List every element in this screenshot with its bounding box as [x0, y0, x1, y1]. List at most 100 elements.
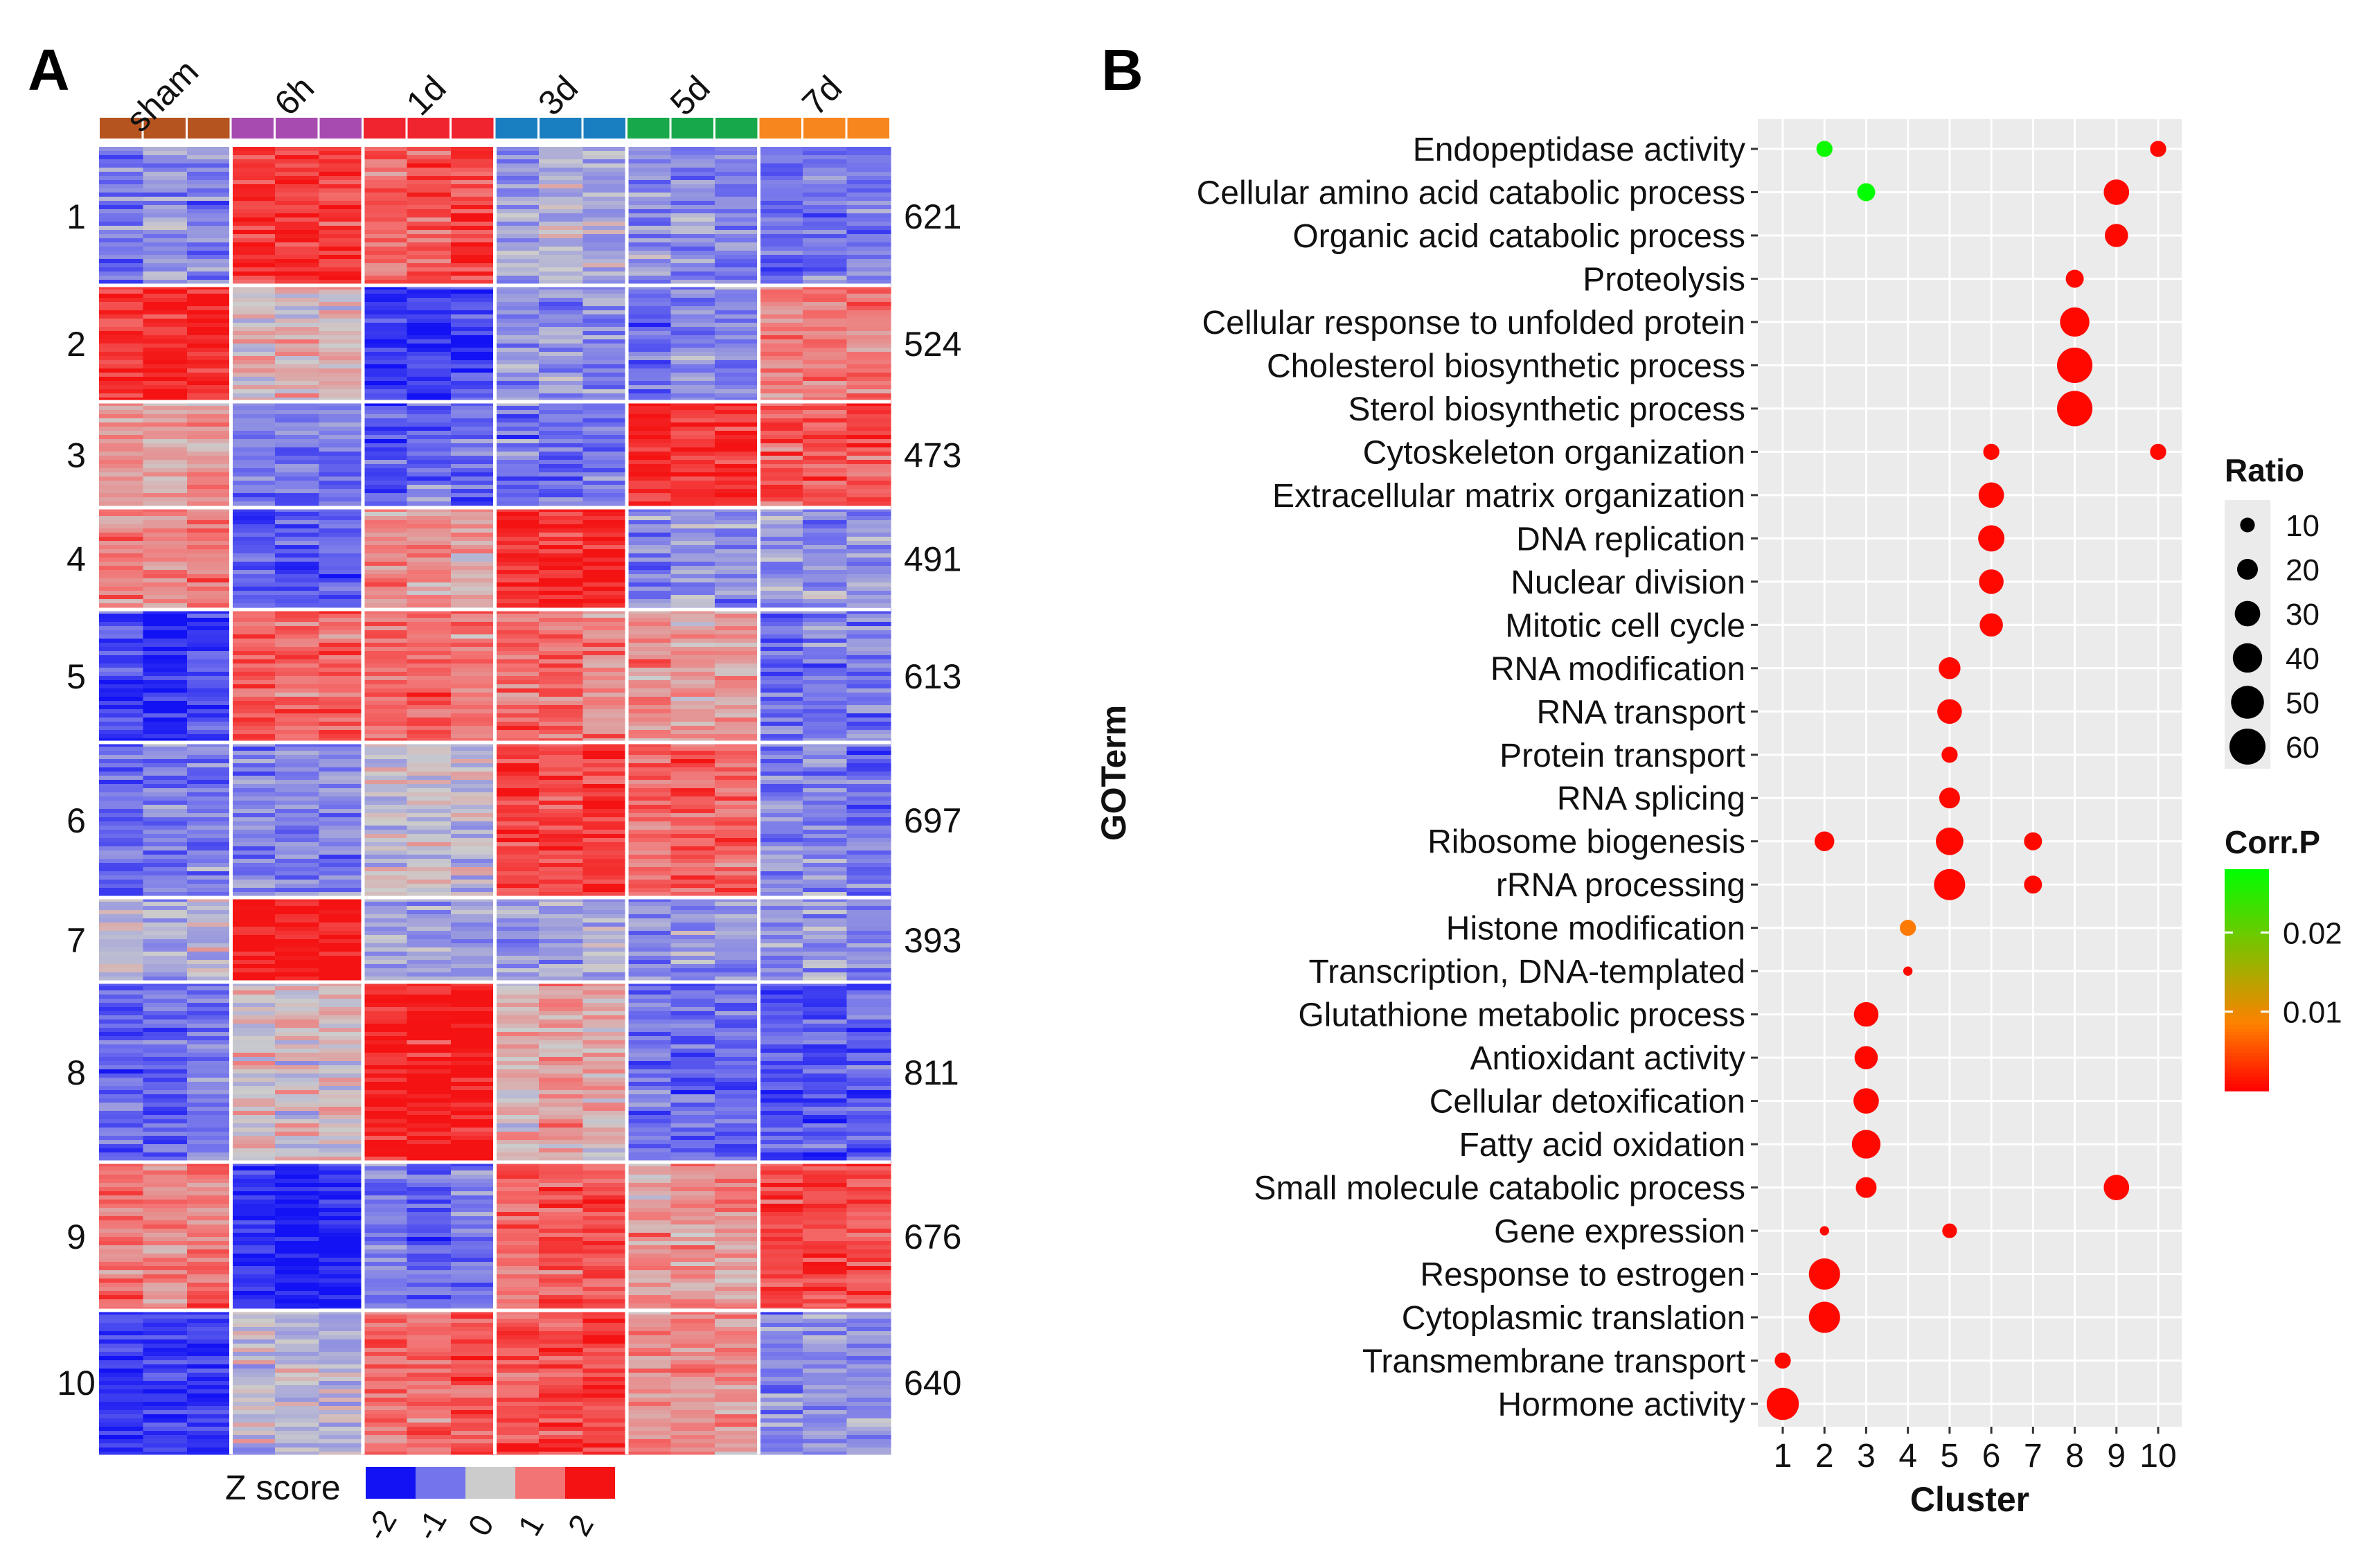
heatmap-cell	[539, 842, 584, 847]
heatmap-cell	[319, 222, 364, 226]
heatmap-cell	[363, 406, 408, 411]
heatmap-cell	[539, 1061, 584, 1066]
heatmap-cell	[670, 456, 715, 461]
heatmap-cell	[627, 1220, 672, 1225]
heatmap-cell	[99, 558, 144, 562]
heatmap-cell	[99, 188, 144, 193]
heatmap-cell	[99, 163, 144, 168]
heatmap-cell	[275, 838, 320, 843]
heatmap-cell	[715, 817, 760, 822]
cluster-gene-count: 524	[904, 325, 961, 364]
heatmap-cell	[275, 294, 320, 299]
heatmap-cell	[582, 1119, 627, 1124]
heatmap-cell	[582, 830, 627, 835]
heatmap-cell	[846, 323, 891, 328]
heatmap-cell	[715, 431, 760, 436]
heatmap-cell	[407, 364, 452, 369]
heatmap-cell	[846, 447, 891, 452]
heatmap-cell	[539, 1241, 584, 1246]
heatmap-cell	[275, 205, 320, 210]
heatmap-cell	[495, 999, 540, 1004]
heatmap-cell	[539, 956, 584, 961]
heatmap-cell	[539, 659, 584, 664]
heatmap-cell	[627, 1007, 672, 1012]
heatmap-cell	[758, 960, 803, 965]
heatmap-cell	[846, 923, 891, 927]
heatmap-cell	[539, 1254, 584, 1258]
heatmap-cell	[539, 784, 584, 789]
heatmap-cell	[495, 688, 540, 693]
heatmap-cell	[758, 587, 803, 591]
heatmap-cell	[319, 558, 364, 562]
heatmap-cell	[143, 995, 188, 999]
heatmap-cell	[319, 566, 364, 571]
heatmap-cell	[670, 659, 715, 664]
heatmap-cell	[407, 201, 452, 206]
heatmap-cell	[99, 813, 144, 818]
heatmap-cell	[187, 159, 232, 164]
heatmap-cell	[407, 238, 452, 243]
heatmap-cell	[143, 460, 188, 465]
heatmap-cell	[451, 651, 496, 656]
heatmap-cell	[187, 923, 232, 927]
heatmap-cell	[758, 468, 803, 473]
heatmap-cell	[495, 1040, 540, 1045]
heatmap-cell	[582, 464, 627, 469]
heatmap-cell	[275, 1094, 320, 1099]
heatmap-cell	[231, 1249, 276, 1254]
heatmap-cell	[231, 508, 276, 513]
heatmap-cell	[363, 452, 408, 456]
heatmap-cell	[715, 587, 760, 591]
heatmap-cell	[363, 476, 408, 481]
heatmap-cell	[670, 289, 715, 294]
heatmap-cell	[846, 684, 891, 689]
heatmap-cell	[451, 809, 496, 814]
heatmap-cell	[495, 902, 540, 907]
heatmap-cell	[99, 1007, 144, 1012]
heatmap-cell	[143, 655, 188, 660]
heatmap-cell	[99, 834, 144, 839]
heatmap-cell	[363, 982, 408, 987]
heatmap-cell	[670, 834, 715, 839]
heatmap-cell	[715, 767, 760, 772]
heatmap-cell	[582, 609, 627, 614]
heatmap-cell	[715, 663, 760, 668]
heatmap-cell	[803, 722, 848, 727]
heatmap-cell	[670, 982, 715, 987]
heatmap-cell	[143, 537, 188, 542]
heatmap-cell	[539, 410, 584, 415]
heatmap-cell	[715, 323, 760, 328]
heatmap-cell	[715, 524, 760, 529]
heatmap-cell	[582, 780, 627, 785]
heatmap-cell	[495, 562, 540, 567]
heatmap-cell	[231, 464, 276, 469]
heatmap-cell	[495, 553, 540, 558]
heatmap-cell	[582, 960, 627, 965]
heatmap-cell	[758, 834, 803, 839]
heatmap-cell	[670, 1262, 715, 1267]
heatmap-cell	[627, 805, 672, 810]
heatmap-cell	[539, 230, 584, 235]
heatmap-cell	[582, 327, 627, 332]
heatmap-cell	[231, 968, 276, 973]
heatmap-cell	[803, 855, 848, 859]
heatmap-cell	[143, 1233, 188, 1238]
heatmap-cell	[846, 763, 891, 768]
heatmap-cell	[363, 381, 408, 386]
heatmap-cell	[803, 1119, 848, 1124]
heatmap-cell	[99, 871, 144, 876]
heatmap-cell	[319, 570, 364, 575]
heatmap-cell	[539, 880, 584, 884]
heatmap-cell	[99, 788, 144, 793]
heatmap-cell	[670, 528, 715, 533]
heatmap-cell	[715, 1028, 760, 1033]
heatmap-cell	[319, 310, 364, 315]
heatmap-cell	[627, 1107, 672, 1112]
heatmap-cell	[143, 626, 188, 631]
heatmap-cell	[846, 663, 891, 668]
heatmap-cell	[451, 406, 496, 411]
heatmap-cell	[275, 902, 320, 907]
heatmap-cell	[715, 1078, 760, 1083]
heatmap-cell	[715, 201, 760, 206]
heatmap-cell	[275, 435, 320, 440]
